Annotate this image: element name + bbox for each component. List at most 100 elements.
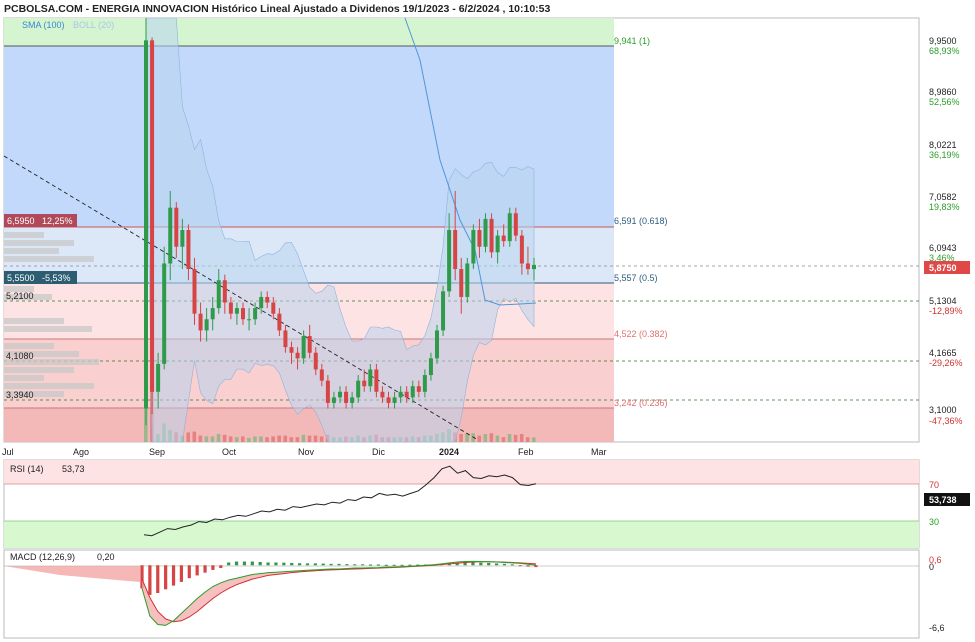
macd-histogram-bar [518,565,522,567]
y-tick-9950: 9,9500 [929,36,957,46]
rsi-last-value: 53,738 [929,495,957,505]
macd-histogram-bar [282,562,286,566]
candle-body [532,264,536,270]
rsi-label-70: 70 [929,480,939,490]
volume-bar [234,437,239,442]
candle-body [465,263,470,297]
volume-bar [507,434,512,442]
macd-signal-line [141,561,537,623]
y-pct-3100: -47,36% [929,416,963,426]
fib-label-1: 9,941 (1) [614,36,650,46]
macd-title: MACD (12,26,9) [10,552,75,562]
left-level-5550: 5,5500 [7,273,35,283]
y-tick-7058: 7,0582 [929,192,957,202]
macd-histogram-bar [258,562,262,566]
volume-bar [289,437,294,442]
macd-histogram-bar [408,564,412,566]
candle-body [216,280,221,309]
macd-histogram-bar [203,565,207,573]
candle-body [380,391,385,398]
macd-histogram-bar [171,565,176,586]
macd-histogram-bar [384,564,388,566]
candle-body [483,218,488,247]
macd-histogram-bar [298,563,302,566]
candle-body [386,397,391,403]
x-tick-2024: 2024 [439,447,459,457]
candle-body [344,391,349,403]
candle-body [144,40,148,409]
volume-bar [489,433,494,442]
candle-body [319,369,324,381]
candle-body [501,235,506,242]
candle-body [477,230,482,247]
macd-histogram-bar [179,565,183,582]
legend-boll: BOLL (20) [73,20,114,30]
candle-body [441,291,446,331]
candle-body [459,269,464,297]
macd-line [141,560,537,626]
candle-body [271,302,276,314]
macd-histogram-bar [211,565,215,570]
candle-body [289,347,294,353]
x-tick-feb: Feb [518,447,534,457]
candle-body [174,207,179,247]
fib-label-0618: 6,591 (0.618) [614,216,668,226]
candle-body [253,308,258,320]
candle-body [453,230,458,270]
macd-histogram-bar [234,561,239,566]
candle-body [259,296,264,309]
x-tick-jul: Jul [2,447,14,457]
candle-body [392,397,397,403]
candle-body [156,363,161,392]
volume-bar [198,435,203,442]
candle-body [513,213,518,236]
x-tick-dic: Dic [372,447,385,457]
macd-histogram-bar [227,562,231,566]
y-pct-8986: 52,56% [929,97,960,107]
macd-histogram-bar [305,563,310,566]
rsi-value-badge [924,493,970,506]
macd-histogram-bar [156,565,160,593]
fib-label-0236: 3,242 (0.236) [614,398,668,408]
candle-body [410,386,415,398]
candle-body [350,397,355,403]
candle-body [471,230,476,264]
x-tick-sep: Sep [149,447,165,457]
candle-body [180,230,185,247]
rsi-line [143,465,537,537]
candle-body [325,380,330,403]
rsi-title: RSI (14) [10,464,44,474]
macd-histogram-bar [526,565,530,567]
price-axis: 9,9500 68,93% 8,9860 52,56% 8,0221 36,19… [924,36,970,426]
candle-body [247,319,252,321]
macd-histogram-bar [290,562,294,566]
candle-body [525,263,530,270]
volume-bar [241,436,245,442]
candle-body [398,391,403,398]
trend-line [3,155,479,441]
volume-bar [222,434,227,442]
y-tick-3100: 3,1000 [929,405,957,415]
candle-body [265,296,270,303]
left-level-badge-5550 [4,271,77,284]
candle-body [404,391,409,398]
macd-histogram-bar [313,563,317,566]
rsi-panel: RSI (14) 53,73 70 30 53,738 [3,459,970,549]
volume-bar [513,434,518,442]
candle-body [198,313,203,331]
candles [144,18,536,426]
macd-histogram-bar [329,563,333,566]
left-level-3394: 3,3940 [6,390,34,400]
volume-bar [465,433,469,442]
volume-bar [259,436,263,442]
x-tick-oct: Oct [222,447,237,457]
macd-label-06: 0,6 [929,555,942,565]
fib-label-05: 5,557 (0.5) [614,273,658,283]
macd-histogram-bar [148,565,152,595]
candle-body [162,263,167,364]
x-tick-nov: Nov [298,447,315,457]
volume-bar [192,431,197,442]
macd-histogram-bar [164,565,168,590]
macd-current: 0,20 [97,552,115,562]
